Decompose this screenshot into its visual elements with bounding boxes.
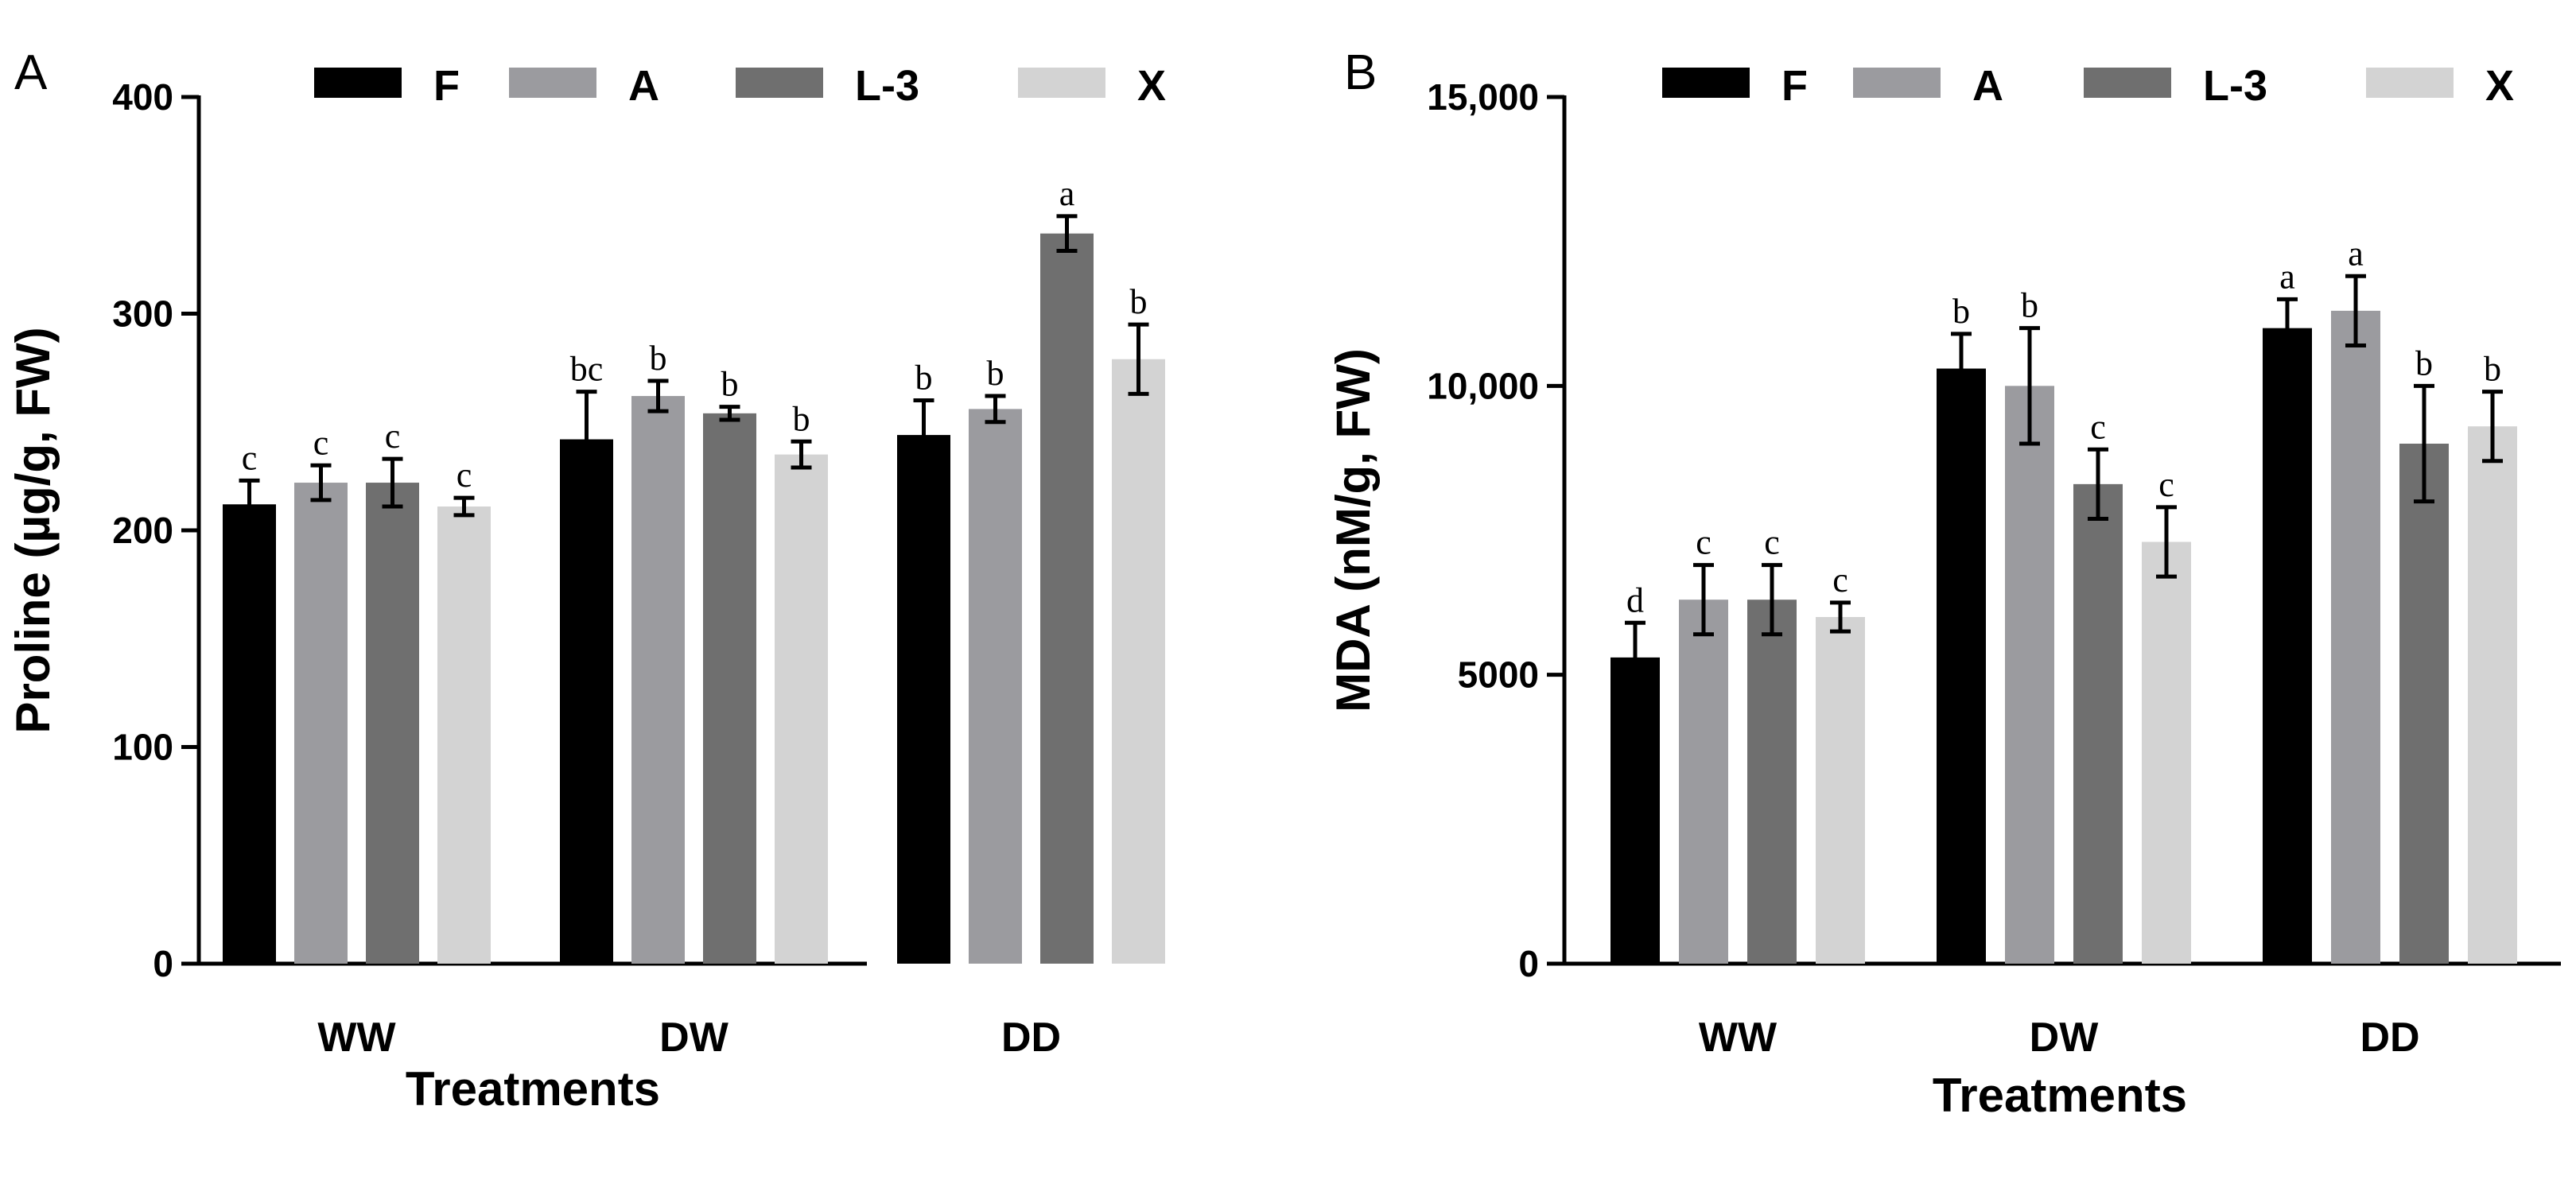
bar-x (1816, 617, 1865, 964)
bar-f (223, 504, 276, 964)
significance-label: b (1952, 292, 1970, 331)
bar-x (1112, 359, 1165, 964)
legend-swatch-f (1662, 68, 1750, 98)
significance-label: c (2090, 407, 2106, 446)
legend-label-l-3: L-3 (855, 62, 919, 110)
bar-l-3 (1747, 600, 1797, 964)
legend-swatch-a (1853, 68, 1941, 98)
x-category-label: WW (317, 1015, 396, 1061)
bar-x (437, 506, 491, 964)
y-tick-label: 200 (112, 510, 173, 551)
y-tick-label: 10,000 (1427, 365, 1539, 406)
bar-f (2263, 328, 2312, 964)
x-axis-title: Treatments (1933, 1069, 2187, 1122)
significance-label: a (2279, 257, 2295, 296)
y-tick-label: 400 (112, 76, 173, 118)
y-axis-title: MDA (nM/g, FW) (1327, 348, 1380, 712)
significance-label: c (242, 438, 258, 477)
y-tick-label: 5000 (1458, 654, 1539, 696)
significance-label: c (313, 423, 329, 462)
legend-swatch-l-3 (736, 68, 823, 98)
significance-label: c (385, 417, 401, 456)
legend-swatch-x (2366, 68, 2454, 98)
bar-f (560, 439, 613, 964)
bar-l-3 (366, 483, 419, 964)
x-axis-title: Treatments (406, 1062, 660, 1116)
bar-a (2005, 386, 2054, 964)
legend-label-a: A (628, 62, 659, 110)
significance-label: c (1764, 523, 1780, 562)
legend-label-f: F (433, 62, 460, 110)
legend-swatch-l-3 (2084, 68, 2171, 98)
y-tick-label: 0 (1518, 943, 1539, 984)
significance-label: c (1832, 561, 1848, 600)
legend-label-f: F (1781, 62, 1808, 110)
significance-label: bc (570, 350, 604, 389)
x-category-label: DD (1001, 1015, 1061, 1061)
significance-label: b (793, 399, 810, 438)
bar-f (1610, 657, 1660, 964)
legend-label-a: A (1972, 62, 2003, 110)
significance-label: a (1059, 174, 1075, 213)
significance-label: c (1696, 523, 1712, 562)
significance-label: c (2158, 465, 2174, 504)
chart-panel-a: A 0 100 200 300 400 Proline (µg/g, FW) Treatmen… (6, 45, 1166, 1116)
y-tick-label: 300 (112, 293, 173, 335)
y-tick-label: 0 (153, 943, 173, 984)
significance-label: b (915, 359, 933, 398)
significance-label: b (1130, 282, 1148, 321)
panel-label: B (1344, 45, 1377, 100)
bar-a (969, 409, 1022, 964)
significance-label: b (650, 339, 667, 378)
bar-l-3 (1040, 233, 1094, 964)
y-axis-title: Proline (µg/g, FW) (6, 327, 60, 733)
significance-label: c (457, 456, 472, 495)
significance-label: a (2348, 234, 2364, 273)
legend-swatch-f (314, 68, 402, 98)
significance-label: b (2484, 350, 2501, 389)
bar-f (1937, 368, 1986, 964)
panel-label: A (14, 45, 48, 100)
x-category-label: DW (659, 1015, 729, 1061)
significance-label: b (2021, 286, 2038, 325)
bar-a (2331, 310, 2380, 964)
legend-label-x: X (2485, 62, 2514, 110)
legend-swatch-x (1018, 68, 1105, 98)
bar-a (294, 483, 348, 964)
legend-swatch-a (509, 68, 596, 98)
chart-panel-b: B 0 5000 10,000 15,000 MDA (nM/g, FW) Treatmen… (1327, 45, 2561, 1122)
bar-l-3 (703, 413, 756, 964)
bar-a (1679, 600, 1728, 964)
bar-a (631, 396, 685, 964)
y-tick-label: 100 (112, 727, 173, 768)
x-category-label: WW (1699, 1015, 1778, 1061)
bar-x (775, 454, 828, 964)
legend-label-x: X (1137, 62, 1166, 110)
bar-l-3 (2073, 483, 2123, 964)
x-category-label: DD (2360, 1015, 2419, 1061)
significance-label: b (721, 365, 739, 404)
y-tick-label: 15,000 (1427, 76, 1539, 118)
legend-label-l-3: L-3 (2203, 62, 2267, 110)
significance-label: b (2415, 343, 2433, 382)
x-category-label: DW (2030, 1015, 2100, 1061)
bar-x (2468, 426, 2517, 964)
bar-f (897, 435, 950, 964)
significance-label: b (987, 354, 1004, 393)
significance-label: d (1626, 580, 1644, 619)
bar-x (2142, 541, 2191, 964)
bar-l-3 (2399, 444, 2449, 964)
